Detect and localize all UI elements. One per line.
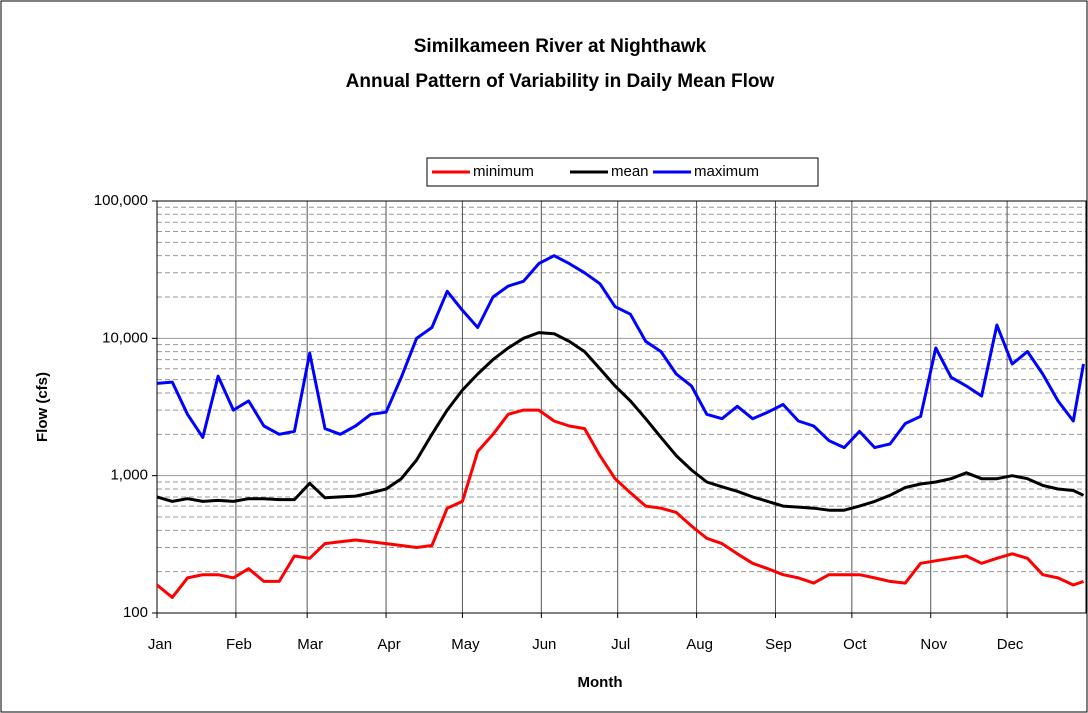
plot-area (156, 200, 1087, 614)
x-tick-label: Jan (148, 636, 172, 653)
x-tick-label: Feb (226, 636, 252, 653)
y-tick-label: 100 (123, 604, 148, 621)
x-tick-label: Jul (611, 636, 630, 653)
y-tick-label: 1,000 (110, 467, 148, 484)
y-tick-label: 100,000 (94, 192, 148, 209)
series-line (156, 331, 1085, 512)
series-line (156, 254, 1085, 450)
chart-subtitle: Annual Pattern of Variability in Daily M… (346, 71, 775, 92)
legend-label: mean (611, 163, 649, 180)
y-tick-label: 10,000 (102, 329, 148, 346)
x-tick-label: Mar (297, 636, 323, 653)
x-tick-label: Jun (532, 636, 556, 653)
x-tick-label: Nov (920, 636, 947, 653)
legend-label: minimum (473, 163, 534, 180)
legend-label: maximum (694, 163, 759, 180)
x-tick-label: Sep (765, 636, 792, 653)
x-tick-label: Oct (843, 636, 867, 653)
series-line (156, 408, 1084, 599)
y-axis-title: Flow (cfs) (34, 372, 51, 442)
x-tick-label: Dec (997, 636, 1024, 653)
x-tick-label: May (451, 636, 480, 653)
x-tick-label: Apr (377, 636, 400, 653)
chart-title: Similkameen River at Nighthawk (414, 36, 707, 57)
legend-box (426, 157, 819, 187)
x-axis-title: Month (578, 674, 623, 691)
x-tick-label: Aug (686, 636, 713, 653)
